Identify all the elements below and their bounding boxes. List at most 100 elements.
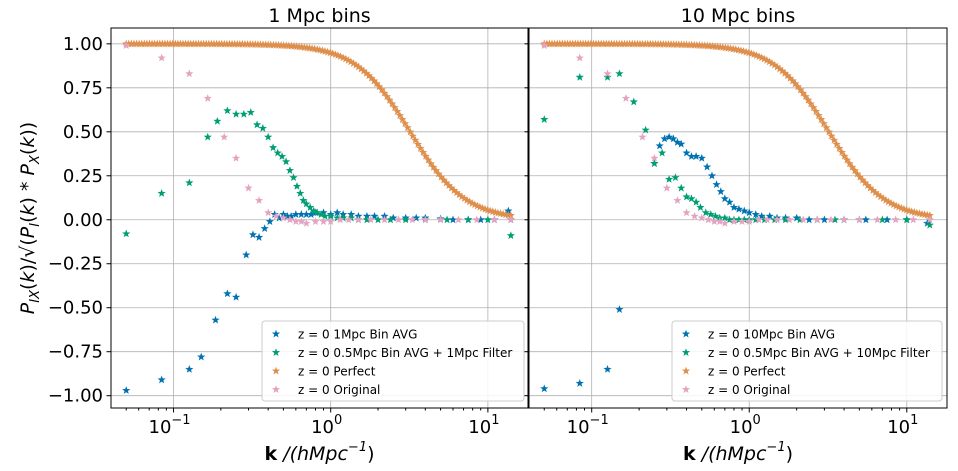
data-point <box>820 215 829 224</box>
data-point <box>506 211 515 219</box>
data-point <box>603 72 612 81</box>
data-point <box>265 217 274 225</box>
legend-entry: z = 0 Perfect <box>298 365 376 379</box>
data-point <box>892 201 901 210</box>
y-tick-label: −1.00 <box>48 386 103 407</box>
data-point <box>386 215 395 224</box>
data-point <box>806 99 815 108</box>
data-point <box>254 196 264 204</box>
legend-entry: z = 0 1Mpc Bin AVG <box>298 328 417 342</box>
data-point <box>326 217 335 225</box>
data-point <box>767 59 777 67</box>
data-point <box>406 127 415 136</box>
data-point <box>244 183 253 192</box>
data-point <box>260 224 269 233</box>
data-point <box>687 152 696 160</box>
data-point <box>347 213 356 222</box>
data-point <box>442 215 452 224</box>
data-point <box>850 166 859 175</box>
data-point <box>692 197 701 206</box>
y-tick-label: −0.50 <box>48 298 103 319</box>
data-point <box>333 208 342 217</box>
data-point <box>840 215 849 224</box>
data-point <box>658 148 667 157</box>
data-point <box>715 217 724 225</box>
data-point <box>291 210 300 218</box>
data-point <box>737 217 747 225</box>
data-point <box>840 151 849 160</box>
data-point <box>615 305 624 313</box>
data-point <box>783 71 792 80</box>
data-point <box>279 213 288 222</box>
y-tick-label: 0.25 <box>63 166 103 187</box>
data-point <box>203 132 212 141</box>
data-point <box>720 213 729 222</box>
data-point <box>876 192 885 201</box>
data-point <box>824 127 833 136</box>
data-point <box>687 194 696 203</box>
data-point <box>418 148 428 156</box>
legend-marker <box>271 329 281 338</box>
y-tick-label: 0.75 <box>63 78 103 99</box>
data-point <box>740 215 749 224</box>
legend-entry: z = 0 Original <box>708 383 790 397</box>
data-point <box>232 153 241 162</box>
data-point <box>785 73 795 82</box>
data-point <box>603 69 612 78</box>
data-point <box>372 79 381 88</box>
data-point <box>725 215 734 224</box>
x-axis-label: k /(hMpc−1) <box>264 440 374 465</box>
data-point <box>449 186 459 194</box>
data-point <box>811 107 821 115</box>
data-point <box>855 215 864 224</box>
data-point <box>765 57 774 66</box>
data-point <box>682 192 691 201</box>
data-point <box>925 220 934 229</box>
data-point <box>712 180 721 189</box>
data-point <box>273 148 282 157</box>
data-point <box>157 375 166 384</box>
data-point <box>389 213 398 222</box>
x-tick-label: 10−1 <box>567 413 609 438</box>
data-point <box>359 66 368 75</box>
data-point <box>338 53 348 62</box>
data-point <box>473 201 482 210</box>
data-point <box>455 190 464 199</box>
data-point <box>380 88 389 97</box>
y-tick-label: −0.25 <box>48 254 103 275</box>
data-point <box>357 64 366 73</box>
data-point <box>291 217 300 225</box>
data-point <box>362 215 372 224</box>
data-point <box>762 56 771 64</box>
data-point <box>861 178 870 187</box>
data-point <box>346 57 355 66</box>
data-point <box>122 386 131 394</box>
data-point <box>270 210 279 218</box>
x-tick-label: 100 <box>311 413 342 438</box>
data-point <box>437 172 446 181</box>
data-point <box>468 199 477 207</box>
data-point <box>220 132 229 141</box>
panel-title: 1 Mpc bins <box>268 5 370 27</box>
data-point <box>702 162 712 171</box>
data-point <box>296 189 305 197</box>
panel-title: 10 Mpc bins <box>681 5 795 27</box>
data-point <box>665 175 674 183</box>
data-point <box>770 60 779 69</box>
data-point <box>393 107 402 115</box>
data-point <box>682 148 691 157</box>
data-point <box>319 217 328 225</box>
y-axis-label: PIX(k)/√(PI(k) * PX(k)) <box>17 122 43 314</box>
legend-entry: z = 0 0.5Mpc Bin AVG + 1Mpc Filter <box>298 346 512 360</box>
data-point <box>615 69 624 78</box>
data-point <box>297 210 306 218</box>
data-point <box>223 289 232 298</box>
legend-entry: z = 0 10Mpc Bin AVG <box>708 328 835 342</box>
data-point <box>878 215 887 224</box>
data-point <box>835 144 844 152</box>
data-point <box>729 203 739 211</box>
data-point <box>475 202 484 211</box>
data-point <box>682 208 691 217</box>
data-point <box>302 199 311 208</box>
data-point <box>272 211 281 220</box>
